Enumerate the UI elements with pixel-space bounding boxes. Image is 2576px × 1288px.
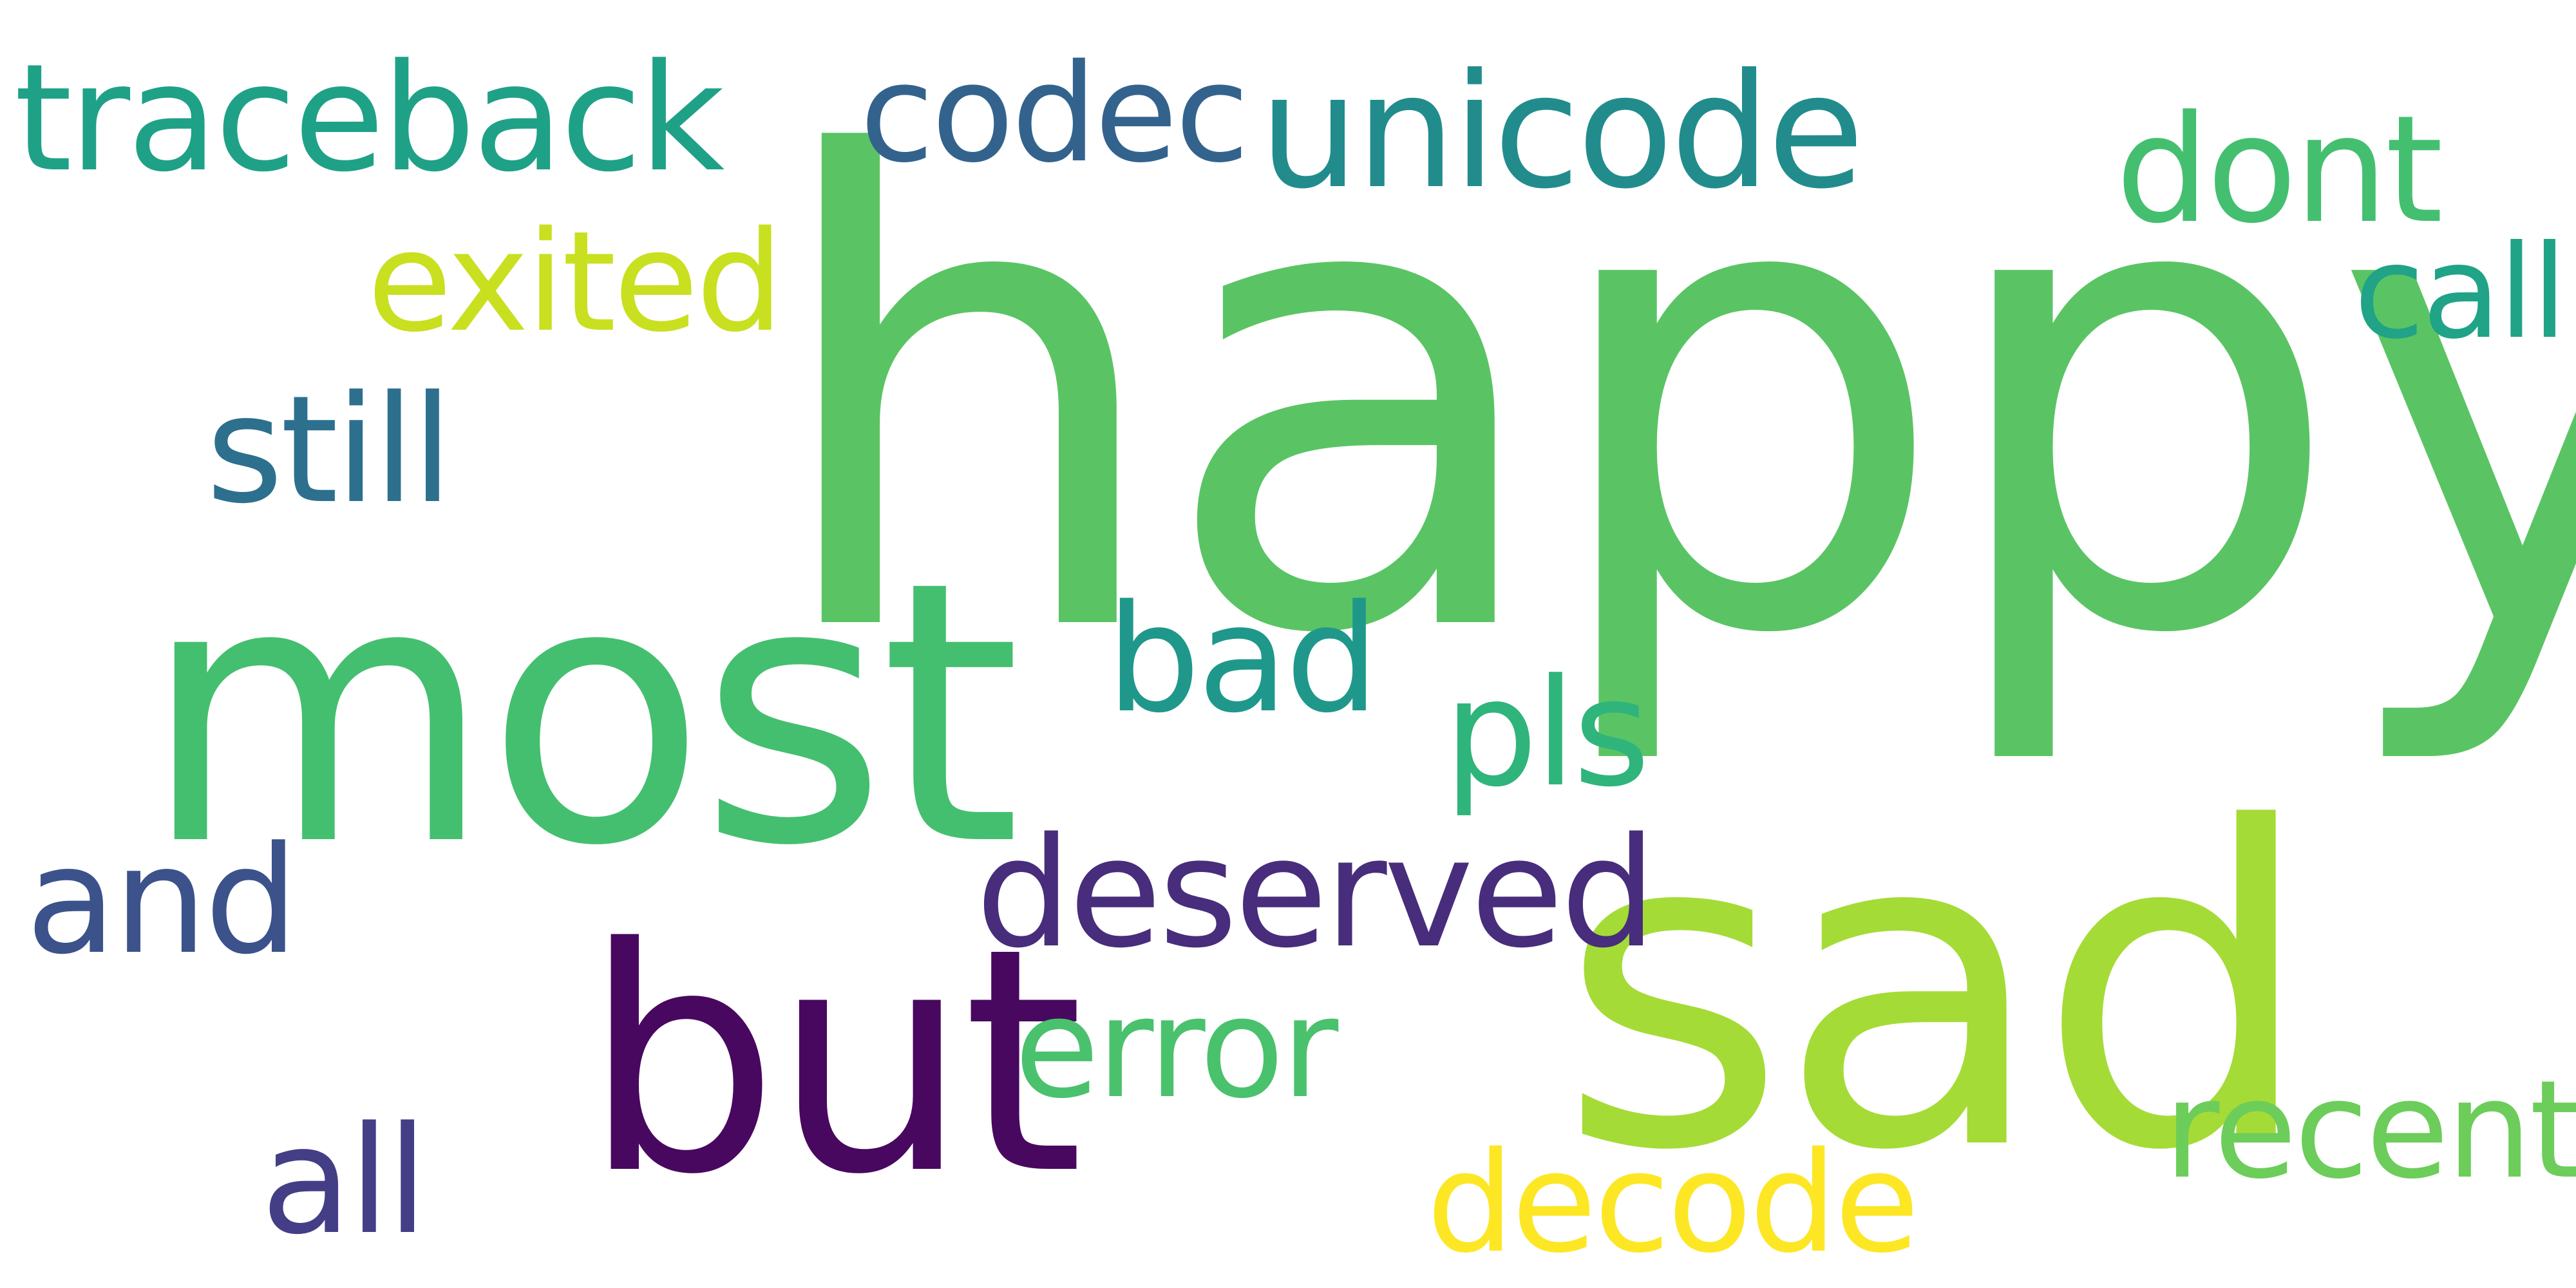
word-most: most (142, 505, 1021, 925)
word-recent: recent (2164, 1051, 2576, 1209)
word-call: call (2354, 218, 2568, 368)
word-decode: decode (1426, 1122, 1920, 1283)
word-sad: sad (1558, 737, 2315, 1246)
word-pls: pls (1444, 648, 1651, 820)
word-exited: exited (367, 201, 784, 363)
word-still: still (206, 365, 453, 536)
word-error: error (1014, 967, 1338, 1129)
word-happy: happy (763, 24, 2576, 774)
word-all: all (261, 1095, 428, 1267)
word-and: and (26, 815, 299, 987)
word-deserved: deserved (976, 806, 1656, 981)
word-codec: codec (860, 35, 1249, 193)
word-dont: dont (2116, 84, 2443, 256)
word-unicode: unicode (1259, 40, 1864, 223)
word-but: but (583, 882, 1084, 1242)
word-traceback: traceback (14, 33, 724, 205)
word-bad: bad (1106, 574, 1379, 746)
